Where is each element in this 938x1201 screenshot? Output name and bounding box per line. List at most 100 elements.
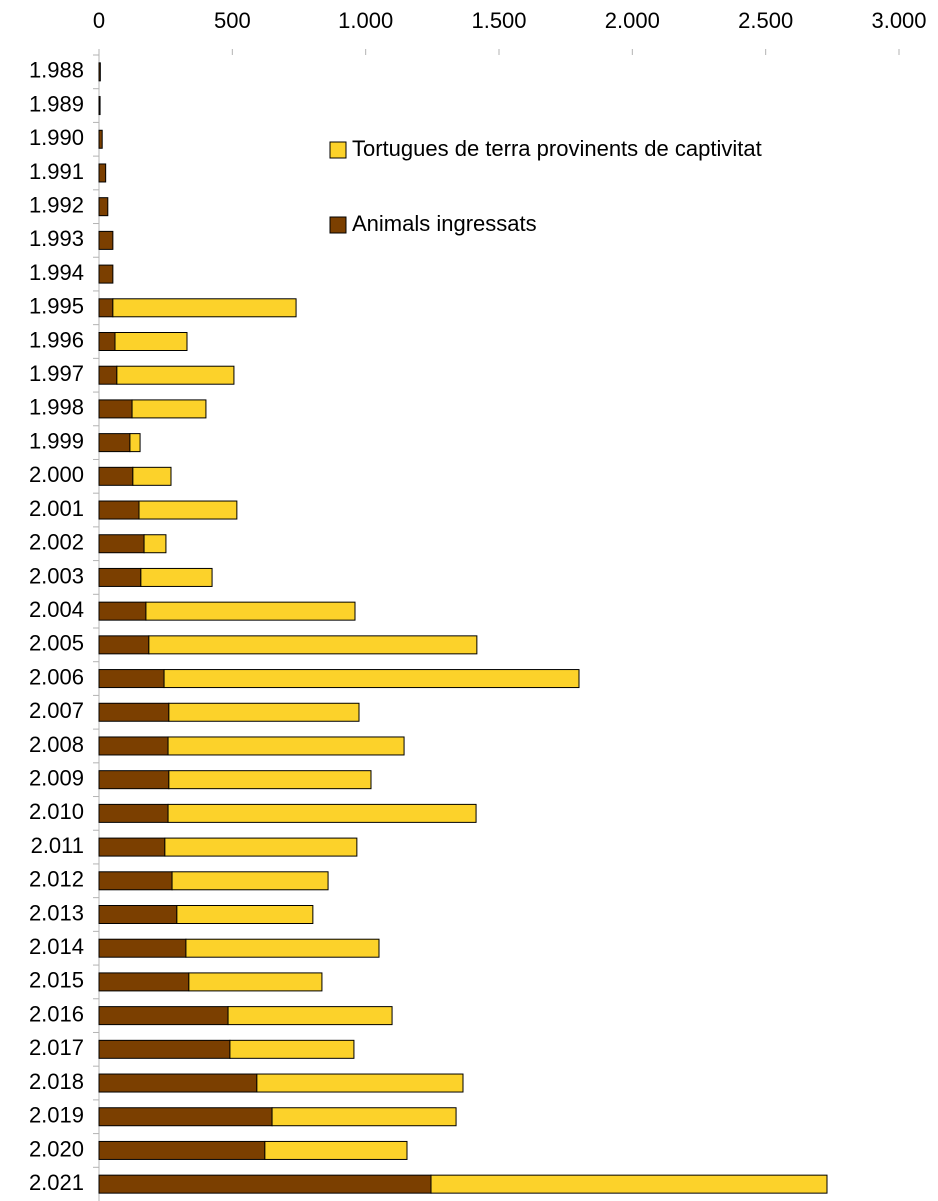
bar-segment <box>98 433 131 453</box>
y-tick-label: 2.002 <box>29 530 84 555</box>
y-tick-label: 2.012 <box>29 867 84 892</box>
bar-segment <box>98 129 103 149</box>
bar-segment <box>98 635 150 655</box>
bar-segment <box>271 1107 457 1127</box>
y-tick-label: 1.989 <box>29 91 84 116</box>
bar-segment <box>98 803 169 823</box>
bar-segment <box>140 567 213 587</box>
bar-segment <box>168 702 360 722</box>
bar-segment <box>168 770 372 790</box>
bar-segment <box>114 332 188 351</box>
bar-segment <box>138 500 238 520</box>
bar-segment <box>98 601 147 621</box>
y-tick-label: 1.997 <box>29 361 84 386</box>
y-tick-label: 2.021 <box>29 1170 84 1195</box>
x-tick-label: 2.500 <box>738 8 793 33</box>
bar-segment <box>98 62 101 82</box>
y-tick-label: 1.995 <box>29 294 84 319</box>
y-tick-label: 1.991 <box>29 159 84 184</box>
bar-segment <box>98 1174 432 1194</box>
y-tick-label: 2.016 <box>29 1001 84 1026</box>
bar-segment <box>98 264 114 284</box>
bar-segment <box>131 399 207 419</box>
y-tick-label: 2.005 <box>29 631 84 656</box>
y-tick-label: 2.006 <box>29 664 84 689</box>
bar-segment <box>98 770 170 790</box>
bar-segment <box>112 298 297 318</box>
bar-segment <box>98 972 190 992</box>
y-tick-label: 2.007 <box>29 698 84 723</box>
y-tick-label: 2.003 <box>29 563 84 588</box>
y-tick-label: 1.998 <box>29 395 84 420</box>
bar-segment <box>116 365 235 385</box>
bar-segment <box>98 332 116 351</box>
bar-segment <box>98 736 169 756</box>
bar-segment <box>98 1140 266 1160</box>
bar-segment <box>98 567 142 587</box>
bar-segment <box>176 905 314 924</box>
y-tick-label: 2.009 <box>29 765 84 790</box>
bar-segment <box>98 399 133 419</box>
bar-segment <box>98 871 173 891</box>
x-tick-label: 1.000 <box>338 8 393 33</box>
bar-segment <box>148 635 478 655</box>
bar-segment <box>98 669 165 689</box>
y-tick-label: 2.017 <box>29 1035 84 1060</box>
bar-segment <box>167 736 405 756</box>
bar-segment <box>98 163 107 183</box>
bar-segment <box>98 500 140 520</box>
bar-segment <box>256 1073 464 1093</box>
y-tick-label: 1.988 <box>29 58 84 83</box>
bar-segment <box>98 1006 229 1026</box>
y-tick-label: 2.014 <box>29 934 84 959</box>
y-tick-label: 2.019 <box>29 1103 84 1128</box>
bar-segment <box>98 230 114 250</box>
y-tick-label: 1.992 <box>29 192 84 217</box>
y-tick-label: 1.999 <box>29 428 84 453</box>
y-tick-label: 2.001 <box>29 496 84 521</box>
bar-segment <box>98 1073 258 1093</box>
legend-swatch <box>329 216 347 234</box>
bar-segment <box>98 96 101 116</box>
y-tick-label: 2.010 <box>29 799 84 824</box>
bar-segment <box>171 871 329 891</box>
legend-swatch <box>329 141 347 159</box>
bar-segment <box>163 669 580 689</box>
legend-label: Tortugues de terra provinents de captivi… <box>352 136 762 161</box>
legend-label: Animals ingressats <box>352 211 537 236</box>
bar-segment <box>188 972 323 992</box>
x-tick-label: 3.000 <box>871 8 926 33</box>
bar-segment <box>132 466 172 486</box>
bar-segment <box>98 534 145 554</box>
bar-segment <box>430 1174 828 1194</box>
y-tick-label: 2.020 <box>29 1136 84 1161</box>
bar-segment <box>98 938 187 958</box>
bar-segment <box>143 534 167 554</box>
y-tick-label: 2.011 <box>31 833 84 858</box>
bar-segment <box>167 803 477 823</box>
y-tick-label: 2.015 <box>29 968 84 993</box>
y-tick-label: 2.008 <box>29 732 84 757</box>
bar-segment <box>145 601 356 621</box>
bar-segment <box>98 905 178 924</box>
x-tick-label: 0 <box>93 8 105 33</box>
x-tick-label: 500 <box>214 8 251 33</box>
bar-segment <box>98 702 170 722</box>
y-tick-label: 1.993 <box>29 226 84 251</box>
x-tick-label: 2.000 <box>605 8 660 33</box>
bar-segment <box>98 197 109 217</box>
y-tick-label: 2.013 <box>29 900 84 925</box>
bar-segment <box>264 1140 408 1160</box>
bar-segment <box>164 837 358 857</box>
y-tick-label: 1.994 <box>29 260 84 285</box>
bar-segment <box>227 1006 393 1026</box>
bar-segment <box>229 1039 355 1059</box>
bar-segment <box>129 433 141 453</box>
bar-segment <box>98 837 166 857</box>
bar-segment <box>98 1107 273 1127</box>
y-tick-label: 2.018 <box>29 1069 84 1094</box>
bar-segment <box>98 1039 231 1059</box>
y-tick-label: 1.996 <box>29 327 84 352</box>
x-tick-label: 1.500 <box>471 8 526 33</box>
